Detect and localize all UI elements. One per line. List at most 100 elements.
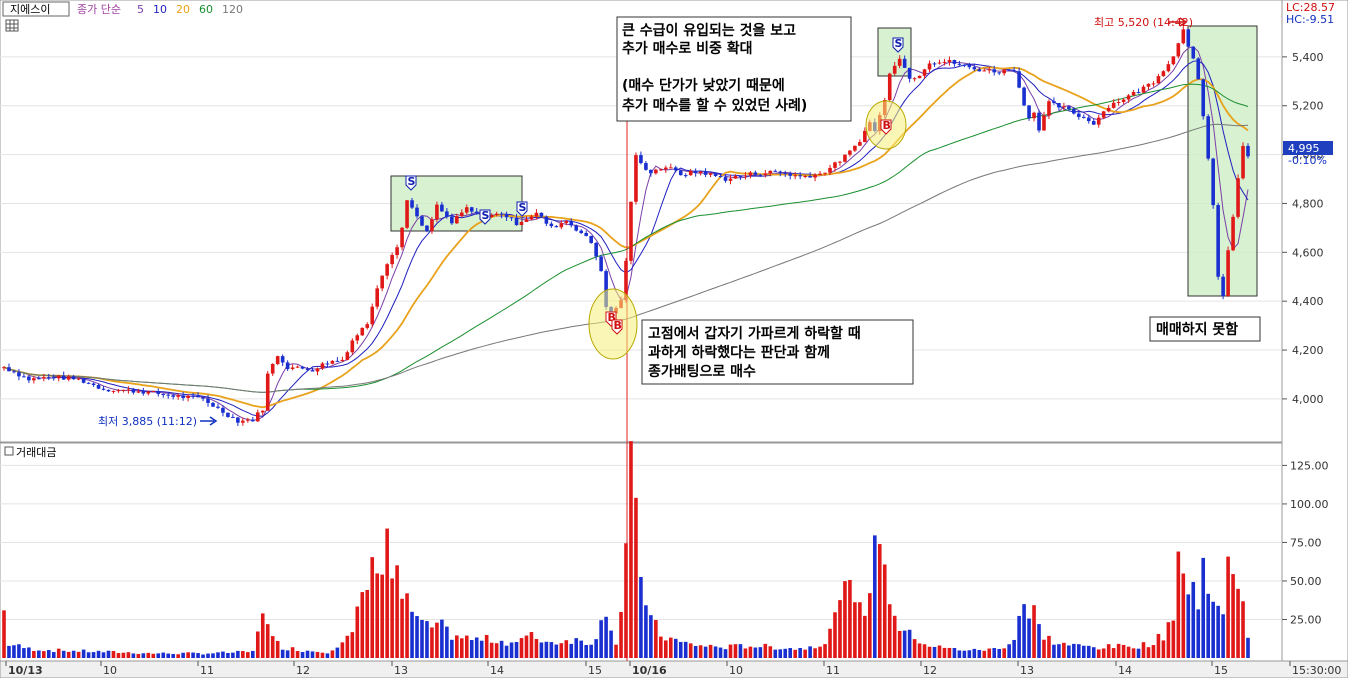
volume-bar <box>1126 646 1131 658</box>
candle-body <box>1246 145 1250 157</box>
stock-name-box[interactable] <box>2 1 70 17</box>
x-tick-label: 13 <box>1020 664 1034 677</box>
volume-bar <box>1081 645 1086 658</box>
volume-bar <box>166 653 171 658</box>
volume-bar <box>529 632 534 658</box>
x-tick-label: 15:30:00 <box>1292 664 1341 677</box>
volume-bar <box>713 646 718 658</box>
candle-body <box>594 242 598 257</box>
volume-bar <box>947 647 952 658</box>
grid-toggle-icon[interactable] <box>5 19 19 32</box>
volume-bar <box>992 648 997 658</box>
volume-bar <box>46 650 51 658</box>
candle-body <box>1072 108 1076 114</box>
annotation-2-line-3: 종가배팅으로 매수 <box>648 363 756 380</box>
candle-body <box>1196 58 1201 80</box>
candle-body <box>415 207 419 217</box>
ma-label: 종가 단순 <box>77 3 121 16</box>
volume-bar <box>345 635 350 658</box>
candle-body <box>430 219 434 232</box>
volume-bar <box>7 645 11 658</box>
candle-body <box>1007 69 1011 71</box>
candle-body <box>171 395 175 397</box>
candle-body <box>509 217 514 219</box>
volume-bar <box>952 647 957 658</box>
candle-body <box>1111 102 1116 108</box>
volume-bar <box>873 535 877 658</box>
volume-bar <box>828 628 832 658</box>
volume-bar <box>455 635 459 658</box>
candle-body <box>987 69 992 71</box>
candle-body <box>116 390 121 392</box>
candle-body <box>858 142 862 146</box>
candle-body <box>1186 29 1191 47</box>
volume-bar <box>773 649 778 658</box>
volume-bar <box>1161 640 1166 658</box>
volume-bar <box>584 645 588 658</box>
candle-body <box>659 169 663 171</box>
volume-tick-label: 50.00 <box>1290 575 1322 588</box>
candle-body <box>713 173 718 176</box>
candle-body <box>1096 117 1101 125</box>
volume-bar <box>415 616 419 658</box>
volume-bar <box>624 543 628 658</box>
volume-bar <box>818 646 822 658</box>
candle-body <box>504 214 509 218</box>
candle-body <box>599 256 603 272</box>
candle-body <box>275 356 280 364</box>
candle-body <box>773 170 778 172</box>
volume-bar <box>514 641 519 658</box>
candle-body <box>544 216 549 224</box>
candle-body <box>932 63 937 65</box>
volume-bar <box>469 640 474 658</box>
candle-body <box>947 60 952 62</box>
candle-body <box>887 73 892 101</box>
volume-bar <box>1022 604 1026 658</box>
candle-body <box>813 174 817 178</box>
ma-legend-120: 120 <box>222 3 243 16</box>
volume-bar <box>116 653 121 658</box>
volume-bar <box>459 638 464 658</box>
volume-bar <box>32 650 36 658</box>
volume-bar <box>748 646 753 658</box>
volume-bar <box>783 648 788 658</box>
sell-marker-icon <box>479 209 491 225</box>
candle-body <box>395 247 399 256</box>
volume-panel-icon[interactable] <box>4 446 14 456</box>
candle-body <box>445 211 449 217</box>
ma-line-20 <box>3 66 1249 409</box>
candle-body <box>330 360 335 364</box>
candle-body <box>1171 56 1176 65</box>
candle-body <box>141 391 146 394</box>
candle-body <box>728 178 733 181</box>
volume-bar <box>683 641 688 658</box>
candle-body <box>1181 29 1186 44</box>
volume-bar <box>1191 581 1196 658</box>
volume-bar <box>420 619 424 658</box>
annotation-box-1 <box>616 16 852 122</box>
volume-bar <box>395 565 399 658</box>
candle-body <box>146 391 151 394</box>
candle-body <box>788 173 793 176</box>
volume-bar <box>22 648 26 658</box>
volume-bar <box>957 650 962 658</box>
candle-body <box>668 167 673 169</box>
volume-bar <box>1111 648 1116 658</box>
volume-bar <box>246 652 250 658</box>
sell-marker-label: S <box>895 37 903 50</box>
candle-body <box>345 352 350 360</box>
volume-bar <box>340 642 345 658</box>
candle-body <box>1231 216 1235 251</box>
volume-bar <box>111 651 116 658</box>
candle-body <box>86 382 91 384</box>
candle-body <box>688 170 693 176</box>
candle-body <box>400 227 404 248</box>
volume-bar <box>753 647 758 658</box>
volume-bar <box>599 620 603 658</box>
candle-body <box>927 63 932 70</box>
candle-body <box>1057 103 1061 108</box>
volume-bar <box>400 598 404 658</box>
volume-bar <box>1072 643 1076 658</box>
annotation-2-line-2: 과하게 하락했다는 판단과 함께 <box>648 344 830 361</box>
